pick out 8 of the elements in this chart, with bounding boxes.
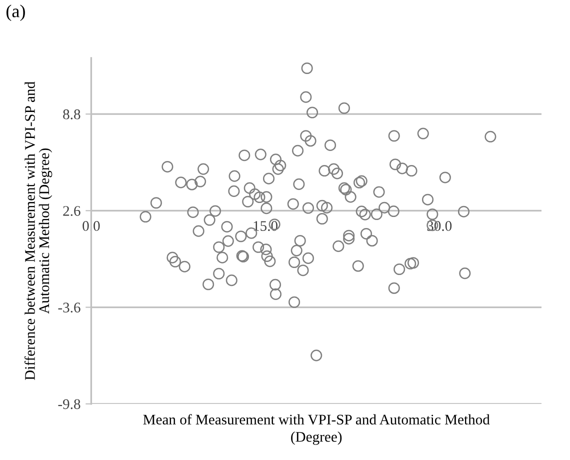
y-tick-label: -9.8 <box>58 399 80 410</box>
y-axis-title: Difference between Measurement with VPI-SP and Automatic Method (Degree) <box>24 82 52 380</box>
y-tick-label: 2.6 <box>63 206 80 216</box>
chart-title: (a) <box>6 4 25 21</box>
x-tick-label: 0.0 <box>82 221 100 231</box>
y-tick-label: -3.6 <box>58 302 80 313</box>
y-tick-label: 8.8 <box>63 109 80 120</box>
x-axis-title: Mean of Measurement with VPI-SP and Automatic Method (Degree) <box>143 414 490 445</box>
